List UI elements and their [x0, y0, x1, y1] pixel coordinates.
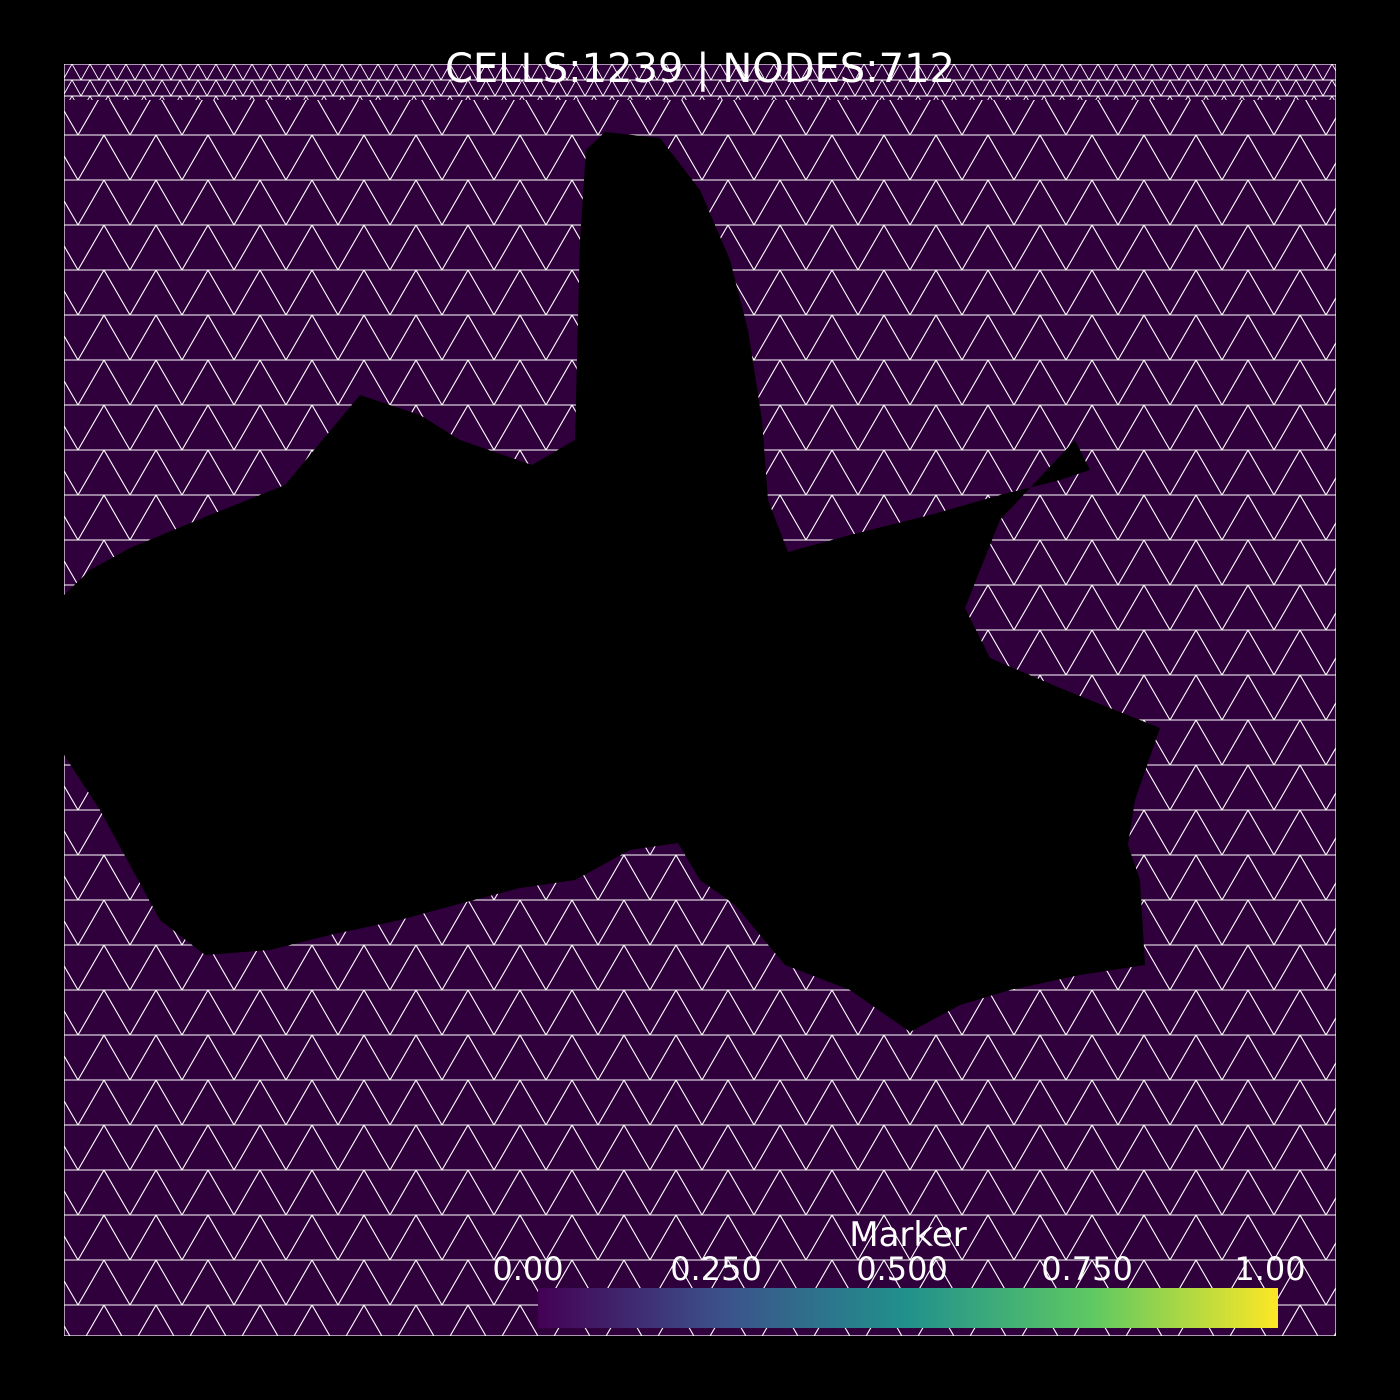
colorbar-tick-label: 1.00: [1234, 1250, 1305, 1288]
colorbar-tick-label: 0.00: [492, 1250, 563, 1288]
mesh-refined-band: [64, 64, 1336, 100]
colorbar-gradient: [538, 1288, 1278, 1328]
colorbar-tick-label: 0.750: [1041, 1250, 1133, 1288]
colorbar-title: Marker: [849, 1215, 967, 1255]
domain-hole: [64, 132, 1160, 1032]
colorbar-tick-label: 0.500: [856, 1250, 948, 1288]
colorbar-tick-label: 0.250: [670, 1250, 762, 1288]
colorbar: Marker 0.00 0.250 0.500 0.750 1.00: [492, 1215, 1306, 1328]
stats-title: CELLS:1239 | NODES:712: [445, 46, 955, 92]
